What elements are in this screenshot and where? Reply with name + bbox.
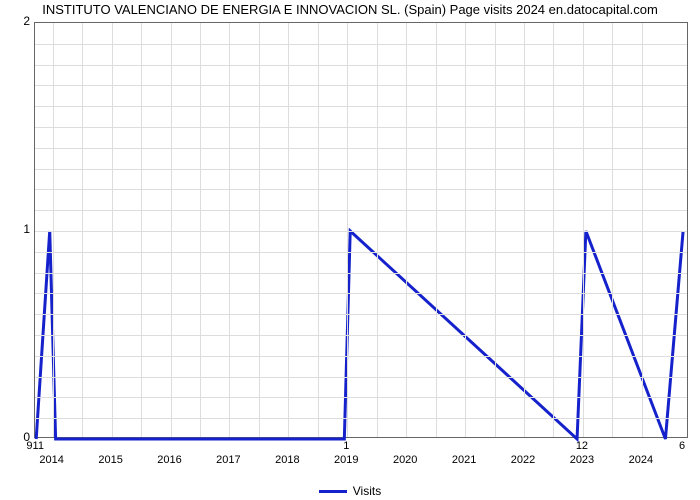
y-tick-label: 2 [10,14,30,28]
x-tick-label: 2023 [570,454,594,466]
x-tick-label: 2018 [275,454,299,466]
grid-h [35,44,687,45]
x-tick-label: 2021 [452,454,476,466]
grid-h [35,127,687,128]
grid-h [35,65,687,66]
grid-h [35,189,687,190]
x-tick-label: 2016 [157,454,181,466]
chart-title: INSTITUTO VALENCIANO DE ENERGIA E INNOVA… [0,2,700,17]
grid-h [35,356,687,357]
grid-h [35,106,687,107]
legend: Visits [0,484,700,498]
grid-h [35,335,687,336]
grid-h [35,252,687,253]
grid-h [35,148,687,149]
grid-h [35,377,687,378]
legend-swatch [319,490,347,493]
y-tick-label: 1 [10,222,30,236]
grid-h [35,397,687,398]
data-label: 12 [576,440,588,452]
grid-h [35,210,687,211]
x-tick-label: 2024 [629,454,653,466]
x-tick-label: 2015 [98,454,122,466]
grid-h [35,85,687,86]
grid-h [35,314,687,315]
x-tick-label: 2017 [216,454,240,466]
visits-chart: INSTITUTO VALENCIANO DE ENERGIA E INNOVA… [0,0,700,500]
data-label: 6 [679,440,685,452]
x-tick-label: 2020 [393,454,417,466]
x-tick-label: 2014 [39,454,63,466]
grid-h [35,273,687,274]
x-tick-label: 2022 [511,454,535,466]
legend-label: Visits [353,484,381,498]
grid-h [35,231,687,232]
data-label: 911 [26,440,44,452]
grid-h [35,169,687,170]
grid-h [35,293,687,294]
plot-area [34,22,688,438]
data-label: 1 [343,440,349,452]
grid-h [35,418,687,419]
x-tick-label: 2019 [334,454,358,466]
